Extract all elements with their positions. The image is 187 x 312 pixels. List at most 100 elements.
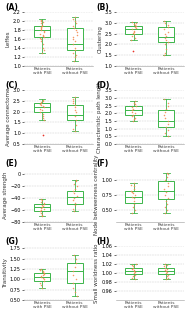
Point xyxy=(39,109,42,114)
Point xyxy=(74,289,77,294)
FancyBboxPatch shape xyxy=(158,110,174,127)
Point xyxy=(39,268,42,273)
Point xyxy=(163,27,166,32)
Point xyxy=(73,55,76,60)
Point xyxy=(130,19,133,24)
Point xyxy=(71,273,74,278)
Point xyxy=(39,36,42,41)
Point xyxy=(41,33,44,38)
Point xyxy=(71,96,74,101)
Text: (F): (F) xyxy=(96,159,109,168)
Point xyxy=(43,30,46,35)
FancyBboxPatch shape xyxy=(34,273,50,281)
Point xyxy=(41,23,44,28)
Point xyxy=(165,268,168,273)
Point xyxy=(133,111,136,116)
Point xyxy=(164,265,167,270)
Point xyxy=(133,100,136,105)
Point xyxy=(166,181,169,186)
Point xyxy=(131,190,134,195)
Point xyxy=(41,20,44,25)
Point xyxy=(41,276,44,281)
Point xyxy=(130,188,133,193)
Point xyxy=(131,191,134,196)
Point xyxy=(73,48,76,53)
Point xyxy=(75,32,78,37)
Point xyxy=(76,184,79,189)
Point xyxy=(42,34,45,39)
Point xyxy=(165,171,168,176)
Point xyxy=(131,27,134,32)
Point xyxy=(133,207,136,212)
Point xyxy=(74,39,77,44)
Point xyxy=(131,205,134,210)
Point xyxy=(163,187,166,192)
Point xyxy=(40,274,43,279)
Point xyxy=(42,116,45,121)
Point xyxy=(132,267,135,272)
Point xyxy=(73,19,76,24)
Point xyxy=(163,18,165,23)
Y-axis label: Node betweenness centrality: Node betweenness centrality xyxy=(94,155,99,235)
Point xyxy=(72,17,75,22)
Point xyxy=(134,103,137,108)
Point xyxy=(163,193,166,197)
Point xyxy=(42,277,45,282)
Point xyxy=(133,22,136,27)
Point xyxy=(163,31,166,36)
Point xyxy=(167,25,170,30)
Point xyxy=(164,198,167,203)
Point xyxy=(43,200,46,205)
Point xyxy=(39,209,42,214)
Point xyxy=(43,48,46,53)
Point xyxy=(133,271,136,275)
Point xyxy=(132,117,135,122)
Point xyxy=(132,181,135,186)
Point xyxy=(40,50,43,55)
FancyBboxPatch shape xyxy=(67,105,83,120)
Point xyxy=(131,109,134,114)
Point xyxy=(134,21,137,26)
Point xyxy=(41,198,44,203)
Point xyxy=(74,179,77,184)
Text: (H): (H) xyxy=(96,237,110,246)
Point xyxy=(166,40,169,45)
Point xyxy=(40,202,43,207)
Point xyxy=(163,264,165,269)
Y-axis label: Average connectome: Average connectome xyxy=(6,88,11,146)
Point xyxy=(133,202,136,207)
Point xyxy=(42,273,45,278)
Text: (B): (B) xyxy=(96,3,109,12)
Point xyxy=(41,97,44,102)
Point xyxy=(73,129,76,134)
FancyBboxPatch shape xyxy=(67,28,83,50)
Point xyxy=(166,103,169,108)
Point xyxy=(134,26,137,31)
Point xyxy=(72,191,75,196)
Point xyxy=(41,213,44,218)
Point xyxy=(165,263,168,268)
FancyBboxPatch shape xyxy=(67,191,83,204)
Point xyxy=(131,105,134,110)
Point xyxy=(39,281,42,286)
Point xyxy=(40,107,43,112)
Point xyxy=(74,122,77,127)
Point xyxy=(71,34,74,39)
Point xyxy=(75,193,78,198)
Point xyxy=(130,266,133,271)
Point xyxy=(72,126,75,131)
Point xyxy=(39,37,42,41)
Point xyxy=(72,50,75,55)
Point xyxy=(40,24,43,29)
Point xyxy=(131,211,134,216)
Point xyxy=(134,115,137,120)
Point xyxy=(74,260,77,265)
Point xyxy=(43,202,46,207)
Point xyxy=(75,178,78,183)
Point xyxy=(40,22,43,27)
Point xyxy=(74,46,77,51)
Point xyxy=(41,104,44,109)
Point xyxy=(40,101,43,106)
Point xyxy=(165,175,168,180)
Point xyxy=(71,198,74,203)
